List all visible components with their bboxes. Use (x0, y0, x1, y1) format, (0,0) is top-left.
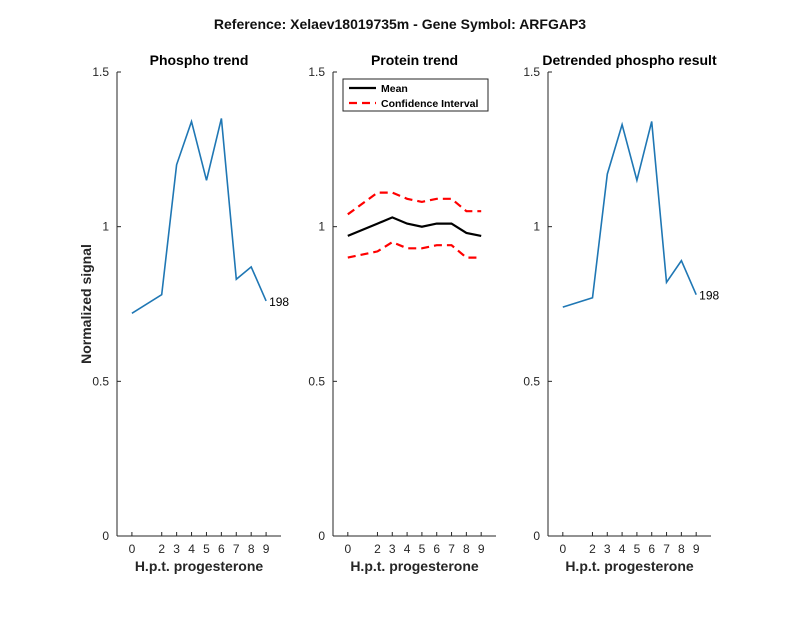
x-tick-label: 0 (559, 542, 566, 556)
y-tick-label: 1 (102, 220, 109, 234)
series-line-0 (562, 121, 697, 308)
y-tick-label: 0 (533, 529, 540, 543)
y-tick-label: 0 (102, 529, 109, 543)
x-tick-label: 9 (478, 542, 485, 556)
y-tick-label: 0 (318, 529, 325, 543)
x-tick-label: 6 (648, 542, 655, 556)
legend-entry: Mean (381, 83, 408, 95)
x-tick-label: 4 (404, 542, 411, 556)
y-tick-label: 0.5 (308, 374, 325, 388)
x-tick-label: 8 (678, 542, 685, 556)
x-axis-label: H.p.t. progesterone (350, 558, 479, 574)
panel-title: Protein trend (371, 52, 458, 68)
x-tick-label: 7 (663, 542, 670, 556)
x-tick-label: 0 (344, 542, 351, 556)
x-tick-label: 6 (433, 542, 440, 556)
y-tick-label: 1.5 (523, 65, 540, 79)
x-tick-label: 8 (248, 542, 255, 556)
y-tick-label: 1 (318, 220, 325, 234)
figure-title: Reference: Xelaev18019735m - Gene Symbol… (213, 16, 587, 32)
y-tick-label: 1.5 (308, 65, 325, 79)
y-axis-label: Normalized signal (78, 244, 94, 364)
x-tick-label: 2 (158, 542, 165, 556)
x-tick-label: 5 (419, 542, 426, 556)
series-line-0 (131, 118, 267, 314)
x-tick-label: 9 (263, 542, 270, 556)
x-tick-label: 5 (203, 542, 210, 556)
x-tick-label: 0 (129, 542, 136, 556)
x-tick-label: 7 (448, 542, 455, 556)
point-annotation: 198 (699, 289, 719, 303)
legend-box (342, 78, 489, 112)
x-tick-label: 2 (374, 542, 381, 556)
series-line-0 (347, 216, 482, 237)
y-tick-label: 0.5 (92, 374, 109, 388)
x-tick-label: 3 (604, 542, 611, 556)
panel-title: Phospho trend (150, 52, 249, 68)
legend-entry: Confidence Interval (381, 98, 479, 110)
x-axis-label: H.p.t. progesterone (565, 558, 694, 574)
x-tick-label: 5 (634, 542, 641, 556)
y-tick-label: 0.5 (523, 374, 540, 388)
x-tick-label: 7 (233, 542, 240, 556)
x-tick-label: 3 (389, 542, 396, 556)
point-annotation: 198 (269, 295, 289, 309)
x-tick-label: 4 (619, 542, 626, 556)
x-axis-label: H.p.t. progesterone (135, 558, 264, 574)
x-tick-label: 6 (218, 542, 225, 556)
y-tick-label: 1.5 (92, 65, 109, 79)
x-tick-label: 2 (589, 542, 596, 556)
x-tick-label: 8 (463, 542, 470, 556)
panel-title: Detrended phospho result (542, 52, 717, 68)
series-line-2 (347, 240, 482, 259)
series-line-1 (347, 191, 482, 216)
x-tick-label: 4 (188, 542, 195, 556)
x-tick-label: 9 (693, 542, 700, 556)
y-tick-label: 1 (533, 220, 540, 234)
x-tick-label: 3 (173, 542, 180, 556)
